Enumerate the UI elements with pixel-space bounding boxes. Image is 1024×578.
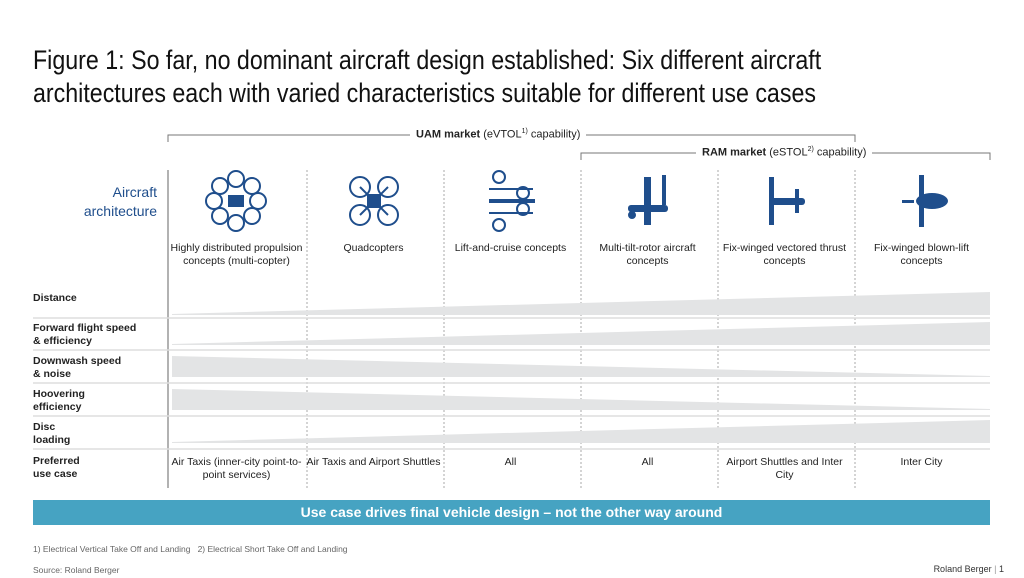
column-name: Multi-tilt-rotor aircraft concepts xyxy=(599,242,696,267)
page-title: Figure 1: So far, no dominant aircraft d… xyxy=(33,45,822,108)
quadcopter-icon xyxy=(349,176,399,226)
use-case-cell: Airport Shuttles and Inter City xyxy=(726,456,843,481)
use-case-cell: Air Taxis and Airport Shuttles xyxy=(306,456,441,468)
column-name: Quadcopters xyxy=(343,242,404,254)
trend-wedge-increasing xyxy=(172,292,990,315)
trend-wedge-increasing xyxy=(172,322,990,345)
use-case-cell: All xyxy=(641,456,654,468)
blown-lift-icon xyxy=(902,175,948,227)
tilt-rotor-icon xyxy=(628,175,668,225)
column-name: Lift-and-cruise concepts xyxy=(454,242,567,254)
ram-market-label: RAM market (eSTOL2) capability) xyxy=(696,146,873,159)
multicopter-icon xyxy=(205,170,267,232)
uam-market-label: UAM market (eVTOL1) capability) xyxy=(410,128,587,141)
trend-wedge-decreasing xyxy=(172,389,990,410)
column-name: Fix-winged vectored thrust concepts xyxy=(722,242,847,267)
footnotes: 1) Electrical Vertical Take Off and Land… xyxy=(33,544,348,554)
use-case-cell: All xyxy=(504,456,517,468)
trend-wedge-increasing xyxy=(172,420,990,443)
trend-wedge-decreasing xyxy=(172,356,990,377)
footer-brand: Roland Berger | 1 xyxy=(933,564,1004,574)
aircraft-icons xyxy=(205,170,948,232)
row-label-preferred-use-case: Preferred use case xyxy=(33,455,80,480)
lift-cruise-icon xyxy=(489,170,535,232)
conclusion-banner: Use case drives final vehicle design – n… xyxy=(33,500,990,525)
source: Source: Roland Berger xyxy=(33,565,120,575)
row-label-hoovering: Hoovering efficiency xyxy=(33,388,85,413)
row-label-downwash: Downwash speed & noise xyxy=(33,355,122,380)
column-name: Highly distributed propulsion concepts (… xyxy=(170,242,303,267)
row-header-aircraft-architecture: Aircraft architecture xyxy=(83,184,157,219)
use-case-cell: Inter City xyxy=(900,456,943,468)
vectored-thrust-icon xyxy=(769,177,805,225)
row-label-forward-flight: Forward flight speed & efficiency xyxy=(33,322,137,347)
column-name: Fix-winged blown-lift concepts xyxy=(873,242,970,267)
row-label-disc-loading: Disc loading xyxy=(33,421,71,446)
row-label-distance: Distance xyxy=(33,292,77,304)
use-case-cell: Air Taxis (inner-city point-to-point ser… xyxy=(171,456,302,481)
